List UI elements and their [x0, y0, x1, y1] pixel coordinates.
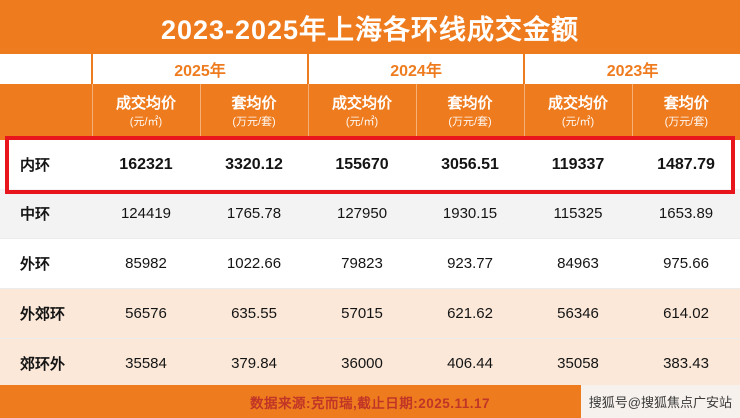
header-2025-avg: 套均价 (万元/套) — [199, 84, 309, 140]
value-cell: 119337 — [524, 140, 633, 189]
value-cell: 56346 — [524, 288, 633, 339]
value-cell: 406.44 — [416, 338, 525, 388]
ring-name: 外环 — [0, 238, 92, 289]
ring-name: 郊环外 — [0, 338, 92, 388]
value-cell: 614.02 — [632, 288, 740, 339]
value-cell: 1487.79 — [632, 140, 740, 189]
header-unit: (元/㎡) — [129, 116, 163, 128]
table-row-middle-ring: 中环 124419 1765.78 127950 1930.15 115325 … — [0, 189, 740, 239]
value-cell: 35584 — [92, 338, 200, 388]
value-cell: 162321 — [92, 140, 200, 189]
value-cell: 1765.78 — [200, 189, 309, 239]
header-label: 成交均价 — [332, 95, 393, 112]
value-cell: 635.55 — [200, 288, 309, 339]
value-cell: 379.84 — [200, 338, 309, 388]
header-label: 成交均价 — [548, 95, 609, 112]
corner-cell — [0, 54, 92, 84]
ring-name: 内环 — [0, 140, 92, 189]
header-unit: (元/㎡) — [561, 116, 595, 128]
value-cell: 3320.12 — [200, 140, 309, 189]
value-cell: 383.43 — [632, 338, 740, 388]
header-2023-price: 成交均价 (元/㎡) — [523, 84, 633, 140]
header-unit: (万元/套) — [664, 116, 708, 128]
year-header-row: 2025年 2024年 2023年 — [0, 54, 740, 84]
header-unit: (元/㎡) — [345, 116, 379, 128]
table-row-outer-suburb-ring: 外郊环 56576 635.55 57015 621.62 56346 614.… — [0, 288, 740, 339]
ring-column-header — [0, 84, 92, 140]
value-cell: 79823 — [308, 238, 417, 289]
table-row-beyond-suburb-ring: 郊环外 35584 379.84 36000 406.44 35058 383.… — [0, 338, 740, 388]
year-group-2023: 2023年 — [523, 54, 740, 84]
value-cell: 1022.66 — [200, 238, 309, 289]
value-cell: 56576 — [92, 288, 200, 339]
value-cell: 1653.89 — [632, 189, 740, 239]
value-cell: 155670 — [308, 140, 417, 189]
value-cell: 1930.15 — [416, 189, 525, 239]
value-cell: 127950 — [308, 189, 417, 239]
header-label: 成交均价 — [115, 95, 176, 112]
value-cell: 57015 — [308, 288, 417, 339]
table-row-outer-ring: 外环 85982 1022.66 79823 923.77 84963 975.… — [0, 238, 740, 289]
value-cell: 923.77 — [416, 238, 525, 289]
watermark-label: 搜狐号@搜狐焦点广安站 — [580, 385, 740, 418]
column-header-row: 成交均价 (元/㎡) 套均价 (万元/套) 成交均价 (元/㎡) 套均价 (万元… — [0, 84, 740, 140]
ring-name: 中环 — [0, 189, 92, 239]
header-2024-avg: 套均价 (万元/套) — [415, 84, 525, 140]
header-label: 套均价 — [663, 95, 709, 112]
header-2024-price: 成交均价 (元/㎡) — [307, 84, 417, 140]
ring-name: 外郊环 — [0, 288, 92, 339]
title-banner: 2023-2025年上海各环线成交金额 — [0, 0, 740, 54]
header-2025-price: 成交均价 (元/㎡) — [91, 84, 200, 140]
header-label: 套均价 — [447, 95, 493, 112]
header-2023-avg: 套均价 (万元/套) — [631, 84, 740, 140]
data-table: 2025年 2024年 2023年 成交均价 (元/㎡) 套均价 (万元/套) … — [0, 54, 740, 388]
value-cell: 85982 — [92, 238, 200, 289]
header-unit: (万元/套) — [448, 116, 492, 128]
value-cell: 35058 — [524, 338, 633, 388]
value-cell: 124419 — [92, 189, 200, 239]
value-cell: 3056.51 — [416, 140, 525, 189]
page-title: 2023-2025年上海各环线成交金额 — [160, 14, 580, 45]
header-unit: (万元/套) — [232, 116, 276, 128]
data-source-note: 数据来源:克而瑞,截止日期:2025.11.17 — [249, 395, 491, 411]
value-cell: 84963 — [524, 238, 633, 289]
year-group-2024: 2024年 — [307, 54, 525, 84]
value-cell: 975.66 — [632, 238, 740, 289]
year-group-2025: 2025年 — [90, 54, 309, 84]
header-label: 套均价 — [231, 95, 277, 112]
value-cell: 115325 — [524, 189, 633, 239]
value-cell: 621.62 — [416, 288, 525, 339]
value-cell: 36000 — [308, 338, 417, 388]
table-row-inner-ring: 内环 162321 3320.12 155670 3056.51 119337 … — [0, 140, 740, 189]
